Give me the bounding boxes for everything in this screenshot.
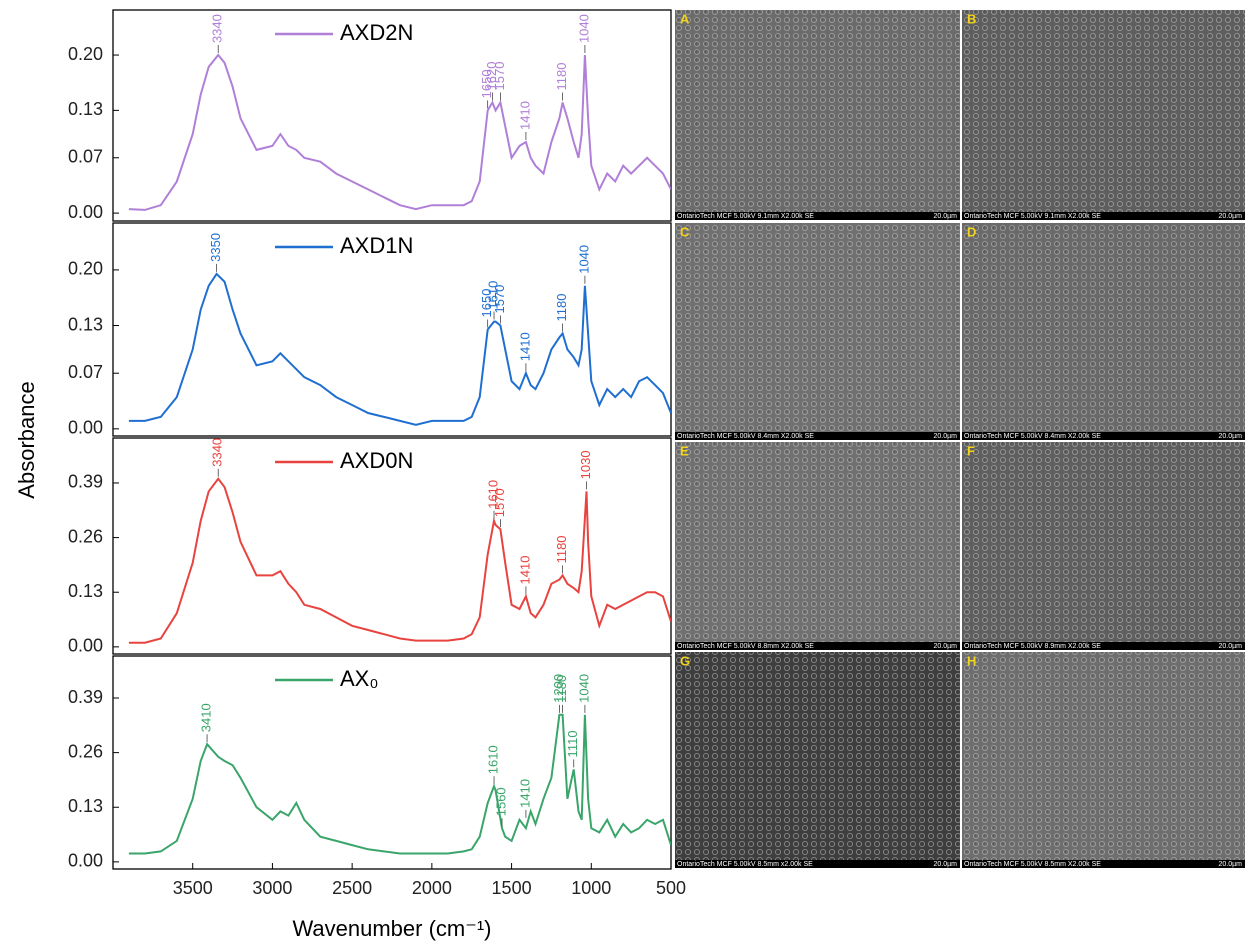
sem-caption: OntarioTech MCF 5.00kV 8.9mm X2.00k SE — [964, 643, 1101, 650]
spectrum-line — [129, 55, 671, 210]
peak-label: 1180 — [554, 675, 569, 703]
x-tick-label: 3500 — [173, 878, 213, 898]
sem-texture — [962, 10, 1245, 212]
y-tick-label: 0.13 — [68, 99, 103, 119]
sem-panel-letter: F — [967, 443, 975, 458]
sem-scale: 20.0µm — [1219, 213, 1243, 220]
peak-label: 1040 — [576, 674, 591, 703]
y-tick-label: 0.00 — [68, 851, 103, 871]
spectrum-line — [129, 715, 671, 854]
legend-label: AXD0N — [340, 448, 413, 473]
sem-texture — [675, 223, 960, 432]
sem-scale: 20.0µm — [1219, 861, 1243, 868]
y-tick-label: 0.39 — [68, 687, 103, 707]
legend-label: AXD1N — [340, 233, 413, 258]
y-axis-label: Absorbance — [14, 381, 39, 498]
x-tick-label: 500 — [656, 878, 686, 898]
x-axis-label: Wavenumber (cm⁻¹) — [292, 916, 491, 941]
x-tick-label: 2500 — [332, 878, 372, 898]
y-tick-label: 0.26 — [68, 526, 103, 546]
spectrum-line — [129, 274, 671, 425]
peak-label: 1180 — [554, 294, 569, 322]
spectrum-line — [129, 479, 671, 643]
y-tick-label: 0.07 — [68, 147, 103, 167]
y-tick-label: 0.20 — [68, 259, 103, 279]
peak-label: 1410 — [517, 101, 532, 130]
peak-label: 3340 — [210, 438, 225, 467]
sem-caption: OntarioTech MCF 5.00kV 8.5mm x2.00k SE — [677, 861, 813, 868]
sem-panel-letter: H — [967, 653, 976, 668]
peak-label: 1110 — [565, 730, 580, 757]
sem-panel-letter: E — [680, 443, 689, 458]
peak-label: 1040 — [576, 245, 591, 274]
sem-panel-letter: B — [967, 11, 976, 26]
y-tick-label: 0.00 — [68, 636, 103, 656]
peak-label: 1410 — [517, 556, 532, 585]
sem-caption: OntarioTech MCF 5.00kV 8.5mm X2.00k SE — [964, 861, 1101, 868]
peak-label: 1610 — [485, 745, 500, 774]
sem-texture — [675, 442, 960, 642]
peak-label: 1560 — [493, 787, 508, 816]
legend-label: AX₀ — [340, 666, 378, 691]
peak-label: 1180 — [554, 535, 569, 563]
y-tick-label: 0.20 — [68, 44, 103, 64]
x-tick-label: 3000 — [252, 878, 292, 898]
sem-texture — [675, 10, 960, 212]
peak-label: 3350 — [208, 233, 223, 262]
sem-caption: OntarioTech MCF 5.00kV 8.4mm X2.00k SE — [964, 433, 1101, 440]
sem-panel-letter: D — [967, 224, 976, 239]
sem-texture — [675, 652, 960, 860]
peak-label: 3340 — [210, 14, 225, 43]
y-tick-label: 0.00 — [68, 202, 103, 222]
figure: Absorbance Wavenumber (cm⁻¹) 0.00 0.07 0.1… — [0, 0, 1247, 950]
sem-panel-letter: G — [680, 653, 690, 668]
peak-label: 1410 — [517, 332, 532, 361]
sem-scale: 20.0µm — [934, 861, 958, 868]
y-tick-label: 0.07 — [68, 362, 103, 382]
x-tick-label: 2000 — [412, 878, 452, 898]
sem-scale: 20.0µm — [1219, 643, 1243, 650]
y-tick-label: 0.39 — [68, 472, 103, 492]
peak-label: 3410 — [199, 703, 214, 732]
y-tick-label: 0.26 — [68, 741, 103, 761]
sem-caption: OntarioTech MCF 5.00kV 8.4mm X2.00k SE — [677, 433, 814, 440]
y-tick-label: 0.13 — [68, 314, 103, 334]
sem-scale: 20.0µm — [934, 433, 958, 440]
sem-texture — [962, 652, 1245, 860]
sem-scale: 20.0µm — [934, 643, 958, 650]
peak-label: 1570 — [492, 285, 507, 314]
sem-caption: OntarioTech MCF 5.00kV 8.8mm X2.00k SE — [677, 643, 814, 650]
sem-panel-letter: A — [680, 11, 690, 26]
peak-label: 1040 — [576, 14, 591, 43]
peak-label: 1180 — [554, 62, 569, 90]
peak-label: 1570 — [492, 488, 507, 517]
y-tick-label: 0.00 — [68, 418, 103, 438]
peak-label: 1030 — [578, 450, 593, 479]
sem-scale: 20.0µm — [934, 213, 958, 220]
sem-panel-letter: C — [680, 224, 690, 239]
x-tick-label: 1500 — [492, 878, 532, 898]
sem-caption: OntarioTech MCF 5.00kV 9.1mm X2.00k SE — [677, 213, 814, 220]
sem-scale: 20.0µm — [1219, 433, 1243, 440]
sem-texture — [962, 223, 1245, 432]
sem-texture — [962, 442, 1245, 642]
y-tick-label: 0.13 — [68, 581, 103, 601]
sem-caption: OntarioTech MCF 5.00kV 9.1mm X2.00k SE — [964, 213, 1101, 220]
peak-label: 1570 — [492, 62, 507, 91]
y-tick-label: 0.13 — [68, 796, 103, 816]
peak-label: 1410 — [517, 779, 532, 808]
legend-label: AXD2N — [340, 20, 413, 45]
x-tick-label: 1000 — [571, 878, 611, 898]
